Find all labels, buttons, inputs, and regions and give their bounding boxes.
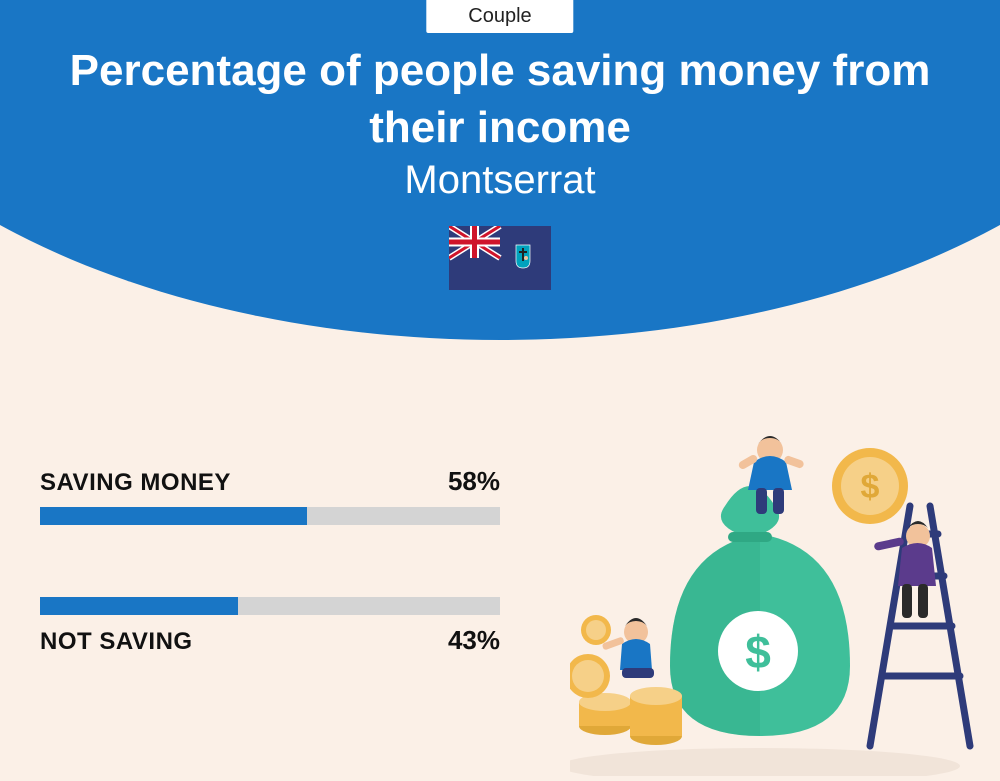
svg-text:$: $: [745, 626, 771, 678]
bar-pct: 58%: [448, 466, 500, 497]
page-subtitle: Montserrat: [0, 158, 1000, 203]
bar-label: SAVING MONEY: [40, 469, 231, 497]
bar-track: [40, 597, 500, 615]
bar-saving: SAVING MONEY 58%: [40, 466, 500, 525]
category-tag: Couple: [426, 0, 573, 33]
bar-track: [40, 507, 500, 525]
bar-label: NOT SAVING: [40, 628, 193, 656]
money-bag-icon: $: [670, 486, 850, 736]
bar-notsaving: NOT SAVING 43%: [40, 597, 500, 656]
bar-pct: 43%: [448, 625, 500, 656]
money-illustration: $: [570, 416, 990, 776]
bars-section: SAVING MONEY 58% NOT SAVING 43%: [40, 466, 500, 728]
svg-text:$: $: [861, 468, 880, 506]
coin-icon: $: [832, 448, 908, 524]
page-title: Percentage of people saving money from t…: [0, 42, 1000, 156]
bar-fill: [40, 597, 238, 615]
flag-montserrat: [449, 226, 551, 290]
bar-fill: [40, 507, 307, 525]
